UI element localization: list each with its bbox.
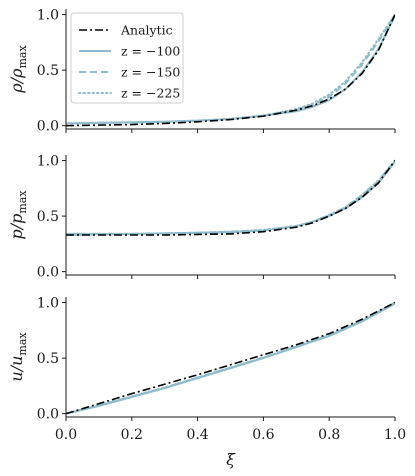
x-axis-label: ξ xyxy=(226,450,236,469)
panel-2: 0.0 0.5 1.0 p/pmax xyxy=(7,154,396,281)
x-tick-label: 0.8 xyxy=(318,427,340,443)
x-tick-label: 1.0 xyxy=(384,427,406,443)
x-tick-label: 0.0 xyxy=(55,427,77,443)
series-line-dotted xyxy=(66,13,395,125)
x-tick-label: 0.2 xyxy=(121,427,143,443)
series-line-dashed xyxy=(66,301,395,415)
x-tick-label: 0.6 xyxy=(252,427,274,443)
y-tick-label: 1.0 xyxy=(37,154,59,170)
series-line-solid xyxy=(66,302,395,415)
series-group xyxy=(66,159,395,236)
series-line-solid xyxy=(66,161,395,235)
series-line-dotted xyxy=(66,159,395,236)
y-tick-label: 0.5 xyxy=(37,351,59,367)
series-line-dashed xyxy=(66,159,395,236)
series-line-dashdot xyxy=(66,14,395,127)
y-tick-label: 0.0 xyxy=(37,265,59,281)
series-group xyxy=(66,301,395,415)
series-line-dotted xyxy=(66,301,395,415)
legend-frame xyxy=(70,12,184,104)
y-tick-label: 1.0 xyxy=(37,8,59,24)
y-tick-label: 1.0 xyxy=(37,296,59,312)
y-tick-label: 0.0 xyxy=(37,119,59,135)
y-axis-label: p/pmax xyxy=(7,190,29,240)
series-line-dashdot xyxy=(66,160,395,236)
legend-label: Analytic xyxy=(120,23,173,38)
y-axis-label: u/umax xyxy=(7,332,29,382)
legend-label: z = −150 xyxy=(121,65,180,80)
panel-3: 0.0 0.5 1.0 0.0 0.2 0.4 0.6 0.8 1.0 u/umax ξ xyxy=(7,296,406,469)
x-tick-label: 0.4 xyxy=(186,427,208,443)
series-group xyxy=(66,13,395,127)
panels: 0.0 0.5 1.0 ρ/ρmax Analytic z = −100 z = −150 z… xyxy=(7,8,406,469)
y-tick-label: 0.5 xyxy=(37,209,59,225)
legend: Analytic z = −100 z = −150 z = −225 xyxy=(70,12,184,104)
y-axis-label: ρ/ρmax xyxy=(7,45,29,94)
panel-1: 0.0 0.5 1.0 ρ/ρmax Analytic z = −100 z = −150 z… xyxy=(7,8,396,135)
legend-label: z = −225 xyxy=(121,86,180,101)
y-tick-label: 0.0 xyxy=(37,407,59,423)
series-line-dashdot xyxy=(66,301,395,415)
legend-label: z = −100 xyxy=(121,44,180,59)
y-tick-label: 0.5 xyxy=(37,63,59,79)
